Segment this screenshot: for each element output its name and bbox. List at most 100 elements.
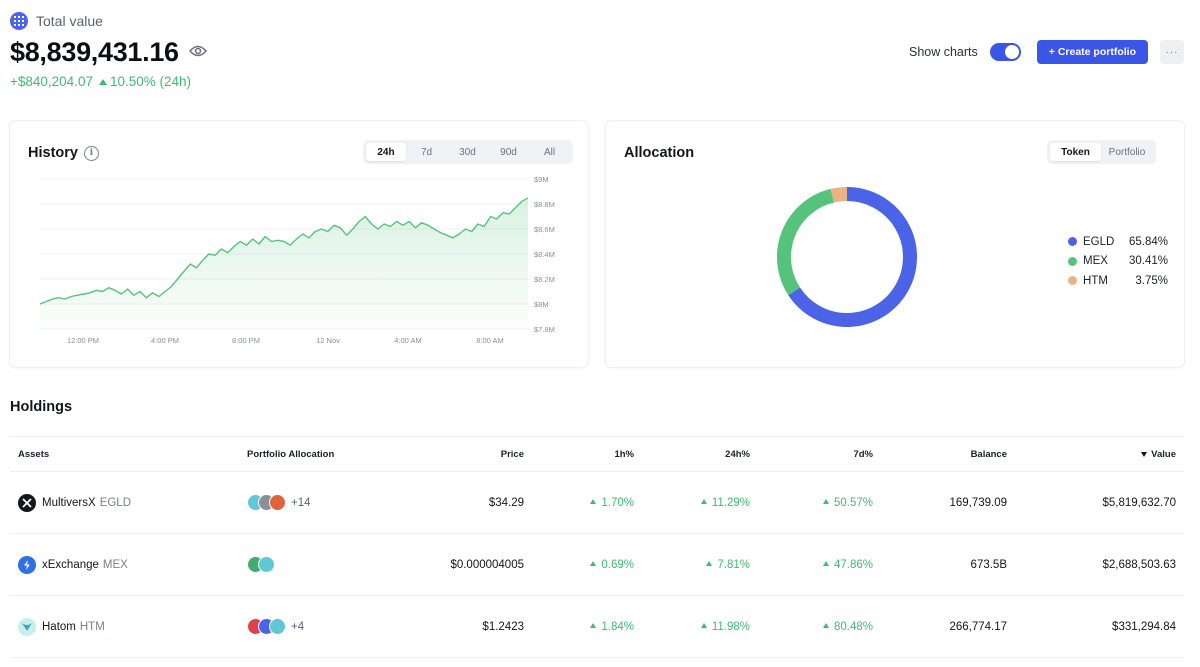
change-24h-value: 7.81% xyxy=(717,558,750,571)
x-tick-label: 8:00 PM xyxy=(232,336,260,345)
allocation-donut xyxy=(777,187,917,327)
legend-item: MEX 30.41% xyxy=(1068,252,1168,272)
sort-desc-icon xyxy=(1141,451,1148,457)
tab-7d[interactable]: 7d xyxy=(420,146,433,158)
asset-cell: MultiversX EGLD xyxy=(18,472,131,533)
tab-24h[interactable]: 24h xyxy=(366,143,406,161)
holdings-title: Holdings xyxy=(10,399,73,415)
change-1h-value: 0.69% xyxy=(601,558,634,571)
allocation-avatars[interactable]: +4 xyxy=(247,596,304,657)
legend-pct: 65.84% xyxy=(1128,235,1168,248)
up-arrow-icon xyxy=(822,499,829,504)
tab-30d[interactable]: 30d xyxy=(459,146,476,158)
asset-name[interactable]: MultiversX xyxy=(42,496,96,509)
up-arrow-icon xyxy=(590,499,597,504)
table-row[interactable]: Hatom HTM +4 $1.2423 1.84% 11.98% 80.48%… xyxy=(10,596,1184,658)
header-actions: Show charts + Create portfolio ··· xyxy=(909,40,1184,64)
change-percent: 10.50% (24h) xyxy=(109,74,192,89)
up-arrow-icon xyxy=(822,623,829,628)
col-7d[interactable]: 7d% xyxy=(853,448,873,460)
history-card: History i 24h 7d 30d 90d All $9M $8.8M $8.… xyxy=(10,121,588,367)
up-arrow-icon xyxy=(700,499,707,504)
allocation-avatars[interactable] xyxy=(247,534,280,595)
value-cell: $331,294.84 xyxy=(1112,620,1176,633)
col-24h[interactable]: 24h% xyxy=(725,448,750,460)
change-7d-value: 80.48% xyxy=(833,620,873,633)
y-tick-label: $8.2M xyxy=(534,275,555,284)
time-range-tabs: 24h 7d 30d 90d All xyxy=(363,140,573,164)
show-charts-toggle[interactable] xyxy=(989,43,1021,61)
price-cell: $1.2423 xyxy=(482,620,524,633)
allocation-card: Allocation Token Portfolio EGLD 65.84% M… xyxy=(606,121,1184,367)
table-header: Assets Portfolio Allocation Price 1h% 24… xyxy=(10,436,1184,472)
change-7d-cell: 50.57% xyxy=(822,472,873,533)
info-icon[interactable]: i xyxy=(83,145,99,161)
table-row[interactable]: xExchange MEX $0.000004005 0.69% 7.81% 4… xyxy=(10,534,1184,596)
history-chart: $9M $8.8M $8.6M $8.4M $8.2M $8M $7.8M 12:00 PM 4… xyxy=(39,175,555,345)
asset-cell: xExchange MEX xyxy=(18,534,128,595)
up-arrow-icon xyxy=(98,79,107,85)
change-percent-wrap: 10.50% (24h) xyxy=(98,74,192,89)
up-arrow-icon xyxy=(700,623,707,628)
x-tick-label: 4:00 PM xyxy=(151,336,179,345)
eye-icon[interactable] xyxy=(188,44,207,62)
allocation-legend: EGLD 65.84% MEX 30.41% HTM 3.75% xyxy=(1068,232,1168,291)
col-1h[interactable]: 1h% xyxy=(614,448,634,460)
x-tick-label: 12 Nov xyxy=(316,336,340,345)
tab-90d[interactable]: 90d xyxy=(500,146,517,158)
up-arrow-icon xyxy=(706,561,713,566)
allocation-avatars[interactable]: +14 xyxy=(247,472,311,533)
table-row[interactable]: MultiversX EGLD +14 $34.29 1.70% 11.29% … xyxy=(10,472,1184,534)
col-balance[interactable]: Balance xyxy=(970,448,1007,460)
y-tick-label: $7.8M xyxy=(534,325,555,334)
legend-dot-htm xyxy=(1068,276,1077,286)
up-arrow-icon xyxy=(590,623,597,628)
history-line xyxy=(39,197,529,305)
change-1h-cell: 0.69% xyxy=(590,534,634,595)
tab-portfolio[interactable]: Portfolio xyxy=(1108,146,1146,158)
total-value-text: Total value xyxy=(36,13,103,29)
tab-token[interactable]: Token xyxy=(1050,143,1101,161)
history-title: History i xyxy=(28,145,99,161)
col-value-label: Value xyxy=(1151,448,1176,460)
donut-slice-htm[interactable] xyxy=(830,187,848,203)
x-tick-label: 4:00 AM xyxy=(394,336,422,345)
asset-symbol: MEX xyxy=(102,558,128,571)
legend-item: HTM 3.75% xyxy=(1068,271,1168,291)
holdings-table: Assets Portfolio Allocation Price 1h% 24… xyxy=(10,436,1184,658)
change-7d-cell: 47.86% xyxy=(822,534,873,595)
change-1h-cell: 1.70% xyxy=(590,472,634,533)
asset-symbol: HTM xyxy=(79,620,105,633)
change-7d-cell: 80.48% xyxy=(822,596,873,657)
col-allocation[interactable]: Portfolio Allocation xyxy=(247,448,335,460)
donut-slice-mex[interactable] xyxy=(777,188,835,296)
multiversx-icon xyxy=(18,493,36,512)
create-portfolio-button[interactable]: + Create portfolio xyxy=(1036,40,1148,64)
tab-all[interactable]: All xyxy=(543,146,556,158)
portfolio-avatar xyxy=(258,556,275,573)
legend-name: MEX xyxy=(1083,255,1108,268)
donut-slice-egld[interactable] xyxy=(788,187,917,327)
more-options-button[interactable]: ··· xyxy=(1160,40,1184,64)
change-24h-value: 11.98% xyxy=(711,620,750,633)
y-tick-label: $9M xyxy=(534,175,549,184)
portfolio-avatar xyxy=(269,494,286,511)
change-24h-cell: 11.98% xyxy=(700,596,750,657)
legend-item: EGLD 65.84% xyxy=(1068,232,1168,252)
change-1h-cell: 1.84% xyxy=(590,596,634,657)
col-price[interactable]: Price xyxy=(500,448,524,460)
asset-name[interactable]: xExchange xyxy=(42,558,99,571)
y-tick-label: $8.6M xyxy=(534,225,555,234)
history-title-text: History xyxy=(28,145,78,161)
col-value[interactable]: Value xyxy=(1141,437,1176,471)
legend-name: HTM xyxy=(1083,274,1108,287)
asset-symbol: EGLD xyxy=(99,496,132,509)
balance-cell: 673.5B xyxy=(970,558,1007,571)
wallet-icon xyxy=(10,12,28,30)
total-value-amount: $8,839,431.16 xyxy=(10,37,179,67)
change-7d-value: 50.57% xyxy=(833,496,873,509)
value-cell: $2,688,503.63 xyxy=(1102,558,1176,571)
asset-name[interactable]: Hatom xyxy=(42,620,76,633)
col-assets[interactable]: Assets xyxy=(18,448,50,460)
